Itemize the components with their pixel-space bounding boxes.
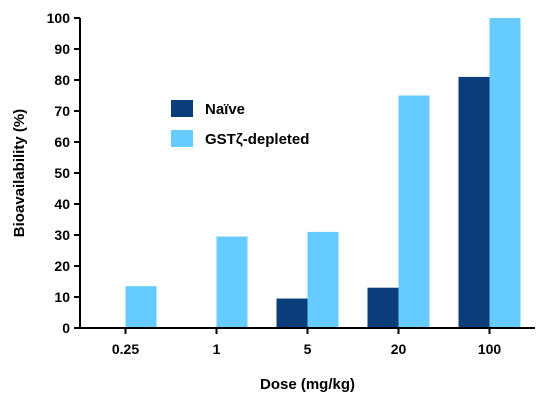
x-tick-label: 0.25 [112,341,139,357]
legend-swatch-gst-depleted [171,130,193,147]
bar-gst-depleted-20 [398,95,430,328]
bar-gst-depleted-5 [307,231,339,328]
x-axis-title: Dose (mg/kg) [260,376,355,393]
x-tick-label: 5 [304,341,312,357]
bar-gst-depleted-1 [216,236,248,328]
y-tick-label: 10 [54,289,70,305]
legend: Naïve GSTζ-depleted [171,100,309,148]
y-tick-label: 20 [54,258,70,274]
y-ticks-group: 0 10 20 30 40 50 60 70 80 90 100 [47,10,80,336]
x-tick-label: 20 [391,341,407,357]
y-axis-title: Bioavailability (%) [11,109,28,237]
y-tick-label: 90 [54,41,70,57]
legend-label-gst-depleted: GSTζ-depleted [205,131,309,148]
x-ticks-group: 0.25 1 5 20 100 [112,328,502,357]
bar-naive-5 [276,298,308,328]
y-tick-label: 30 [54,227,70,243]
bars-group [125,18,521,329]
y-tick-label: 70 [54,103,70,119]
y-tick-label: 80 [54,72,70,88]
bar-naive-20 [367,287,399,328]
x-tick-label: 1 [213,341,221,357]
legend-swatch-naive [171,100,193,117]
y-tick-label: 60 [54,134,70,150]
y-tick-label: 50 [54,165,70,181]
bar-gst-depleted-0.25 [125,286,157,328]
legend-label-naive: Naïve [205,101,245,118]
bar-gst-depleted-100 [489,18,521,328]
x-tick-label: 100 [478,341,502,357]
y-tick-label: 100 [47,10,71,26]
y-tick-label: 40 [54,196,70,212]
y-tick-label: 0 [62,320,70,336]
bar-naive-100 [458,76,490,329]
